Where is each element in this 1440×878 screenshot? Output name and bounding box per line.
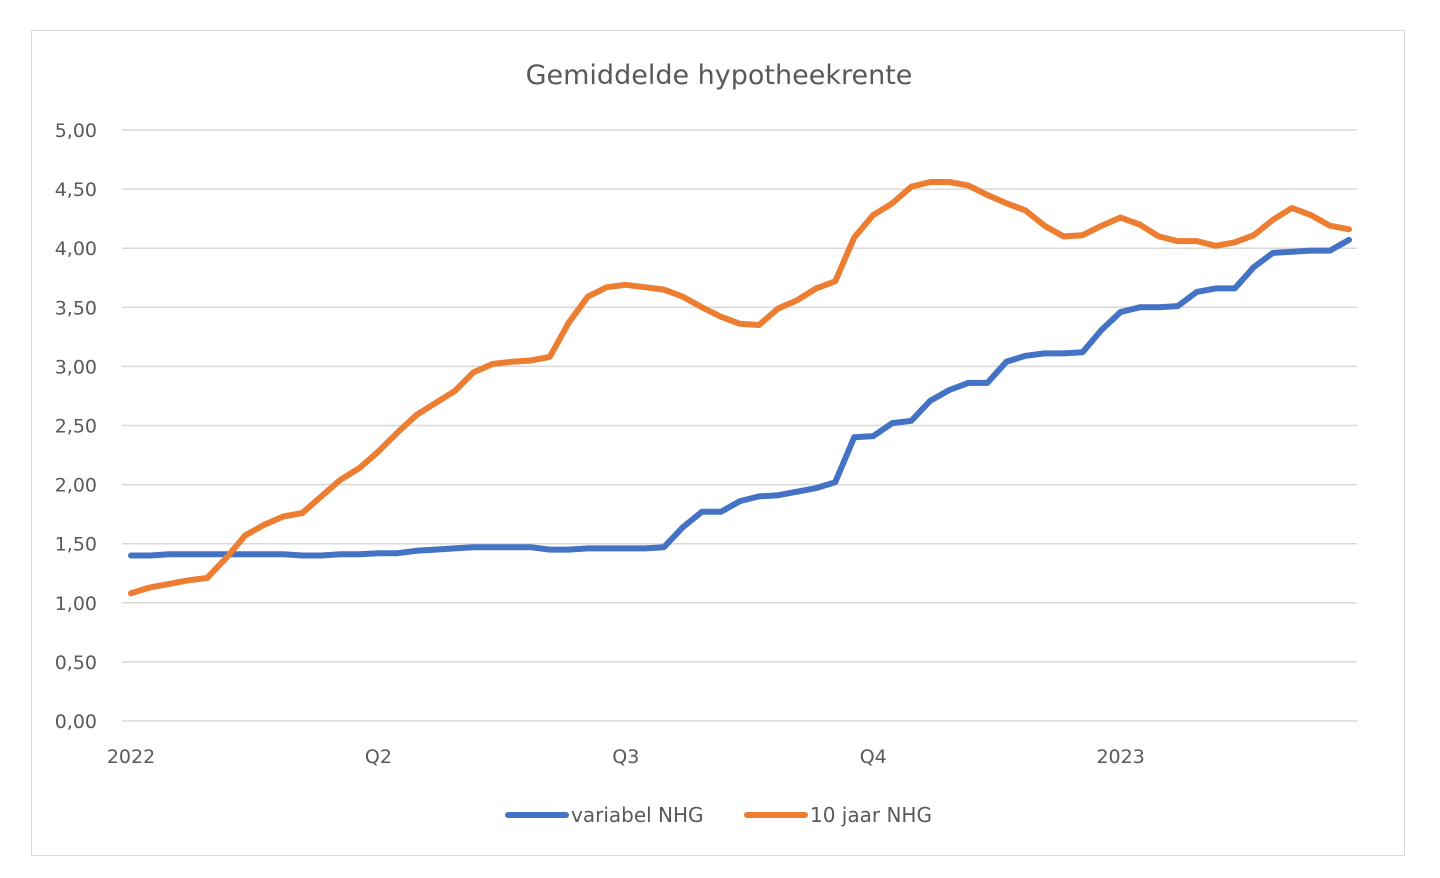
gridlines [122,129,1357,722]
y-tick-label: 0,50 [55,652,97,674]
y-tick-label: 2,50 [55,416,97,438]
x-tick-label: Q3 [612,746,639,768]
series-line-10-jaar-nhg [128,179,1352,597]
y-tick-label: 3,00 [55,356,97,378]
legend-label: variabel NHG [571,803,704,827]
y-tick-label: 4,00 [55,238,97,260]
x-tick-label: 2023 [1096,746,1144,768]
legend: variabel NHG 10 jaar NHG [505,803,932,827]
y-tick-label: 3,50 [55,297,97,319]
chart-title: Gemiddelde hypotheekrente [526,60,913,91]
x-tick-label: Q4 [860,746,887,768]
y-tick-label: 5,00 [55,120,97,142]
y-tick-label: 0,00 [55,711,97,733]
y-tick-label: 4,50 [55,179,97,201]
legend-label: 10 jaar NHG [810,803,932,827]
series-lines [128,179,1352,597]
y-tick-label: 1,50 [55,534,97,556]
x-tick-label: 2022 [107,746,155,768]
x-axis-tick-labels: 2022 Q2 Q3 Q4 2023 [107,746,1145,768]
x-tick-label: Q2 [365,746,392,768]
y-axis-tick-labels: 0,00 0,50 1,00 1,50 2,00 2,50 3,00 3,50 4,00 4,50… [55,120,97,733]
chart-frame [31,30,1405,856]
series-line-variabel-nhg [128,236,1352,559]
y-tick-label: 1,00 [55,593,97,615]
y-tick-label: 2,00 [55,475,97,497]
